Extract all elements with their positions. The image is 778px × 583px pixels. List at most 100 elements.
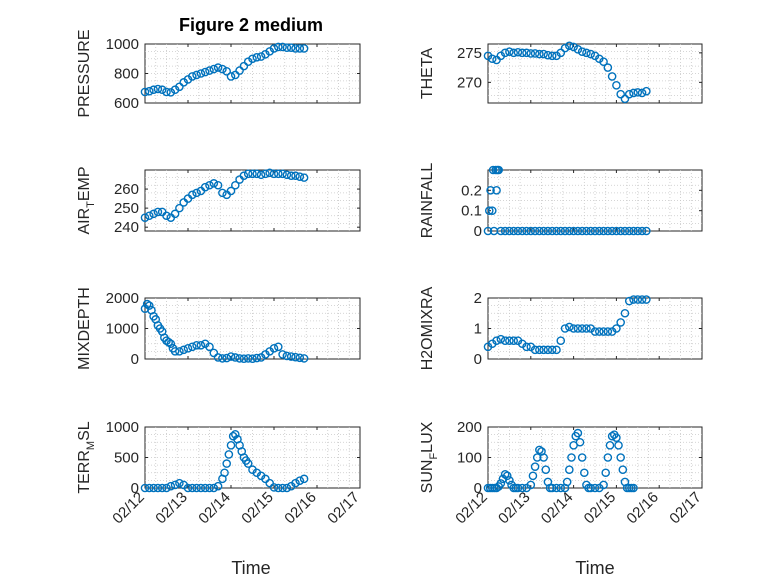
- data-point: [187, 72, 197, 81]
- data-point: [505, 226, 514, 236]
- data-point: [144, 86, 154, 96]
- y-tick-label: 0.1: [461, 203, 482, 220]
- data-point: [209, 483, 219, 493]
- data-point: [192, 70, 201, 80]
- data-point: [252, 169, 262, 179]
- y-axis-label: SUNFLUX: [419, 421, 440, 493]
- y-axis-label: RAINFALL: [419, 163, 436, 239]
- data-point: [205, 483, 214, 493]
- data-point: [565, 41, 574, 51]
- y-tick-label: 100: [457, 450, 482, 467]
- data-point: [517, 48, 527, 58]
- panel-rainfall: 0 0.1 0.2 RAINFALL: [419, 163, 703, 240]
- data-point: [144, 301, 154, 310]
- data-point: [299, 173, 309, 182]
- data-point: [590, 327, 600, 336]
- data-point: [616, 318, 625, 327]
- data-point: [505, 47, 514, 56]
- data-point: [226, 440, 236, 450]
- data-point: [273, 42, 283, 52]
- data-point: [513, 483, 523, 493]
- data-point: [569, 42, 578, 52]
- data-point: [590, 226, 600, 236]
- y-tick-label: 800: [114, 66, 139, 83]
- data-point: [170, 347, 180, 356]
- data-point: [565, 465, 574, 475]
- data-point: [192, 483, 201, 493]
- data-point: [543, 226, 553, 236]
- data-point: [633, 88, 643, 97]
- y-tick-label: 0.2: [461, 182, 482, 199]
- data-point: [577, 453, 587, 462]
- data-point: [187, 483, 197, 493]
- data-point: [157, 483, 167, 493]
- y-tick-label: 200: [457, 419, 482, 436]
- data-point: [541, 465, 551, 475]
- data-point: [230, 180, 240, 190]
- data-point: [642, 226, 651, 236]
- data-point: [522, 342, 531, 352]
- data-point: [291, 44, 300, 53]
- data-point: [278, 169, 287, 179]
- data-point: [582, 324, 591, 333]
- data-point: [599, 57, 608, 67]
- data-point: [252, 353, 262, 363]
- data-point: [500, 226, 510, 236]
- data-point: [192, 340, 201, 350]
- data-point: [560, 43, 570, 53]
- x-axis-label-left: Time: [231, 558, 270, 578]
- data-point: [183, 344, 193, 353]
- data-point: [530, 49, 540, 58]
- data-point: [205, 180, 214, 190]
- data-point: [614, 440, 623, 450]
- data-point: [618, 465, 628, 475]
- data-point: [175, 82, 184, 92]
- data-point: [603, 453, 613, 462]
- data-point: [269, 169, 279, 179]
- data-point: [637, 226, 647, 236]
- data-point: [633, 295, 643, 304]
- data-point: [616, 89, 625, 99]
- data-point: [556, 483, 566, 493]
- data-point: [140, 87, 150, 97]
- data-point: [500, 48, 510, 58]
- panel-h2omixra: 0 1 2 H2OMIXRA: [419, 286, 703, 370]
- data-point: [532, 453, 542, 462]
- data-point: [573, 226, 583, 236]
- data-point: [612, 81, 621, 90]
- data-point: [629, 483, 638, 493]
- data-point: [624, 89, 634, 99]
- data-point: [484, 206, 494, 215]
- data-point: [230, 430, 240, 439]
- data-point: [530, 226, 540, 236]
- data-point: [599, 480, 608, 490]
- data-point: [590, 483, 600, 493]
- data-point: [157, 85, 167, 95]
- data-point: [187, 190, 197, 200]
- data-point: [488, 165, 498, 175]
- data-point: [629, 226, 638, 236]
- data-point: [282, 483, 292, 493]
- panel-theta: 270 275 THETA: [419, 41, 703, 104]
- data-point: [273, 483, 283, 493]
- data-point: [528, 471, 538, 481]
- data-point: [243, 459, 253, 468]
- data-point: [291, 478, 300, 488]
- data-point: [487, 54, 497, 64]
- data-point: [269, 44, 279, 53]
- data-point: [170, 209, 180, 219]
- data-point: [637, 295, 647, 304]
- data-point: [209, 179, 219, 188]
- panel-air_temp: 240 250 260 AIRTEMP: [76, 166, 361, 236]
- data-point: [547, 51, 557, 61]
- data-point: [594, 327, 604, 336]
- y-tick-label: 240: [114, 219, 139, 236]
- y-axis-label: AIRTEMP: [76, 166, 97, 234]
- data-point: [175, 203, 184, 213]
- data-point: [256, 52, 266, 61]
- data-point: [496, 226, 506, 236]
- data-point: [142, 299, 152, 309]
- data-point: [269, 344, 279, 353]
- data-point: [295, 172, 305, 181]
- data-point: [218, 354, 227, 363]
